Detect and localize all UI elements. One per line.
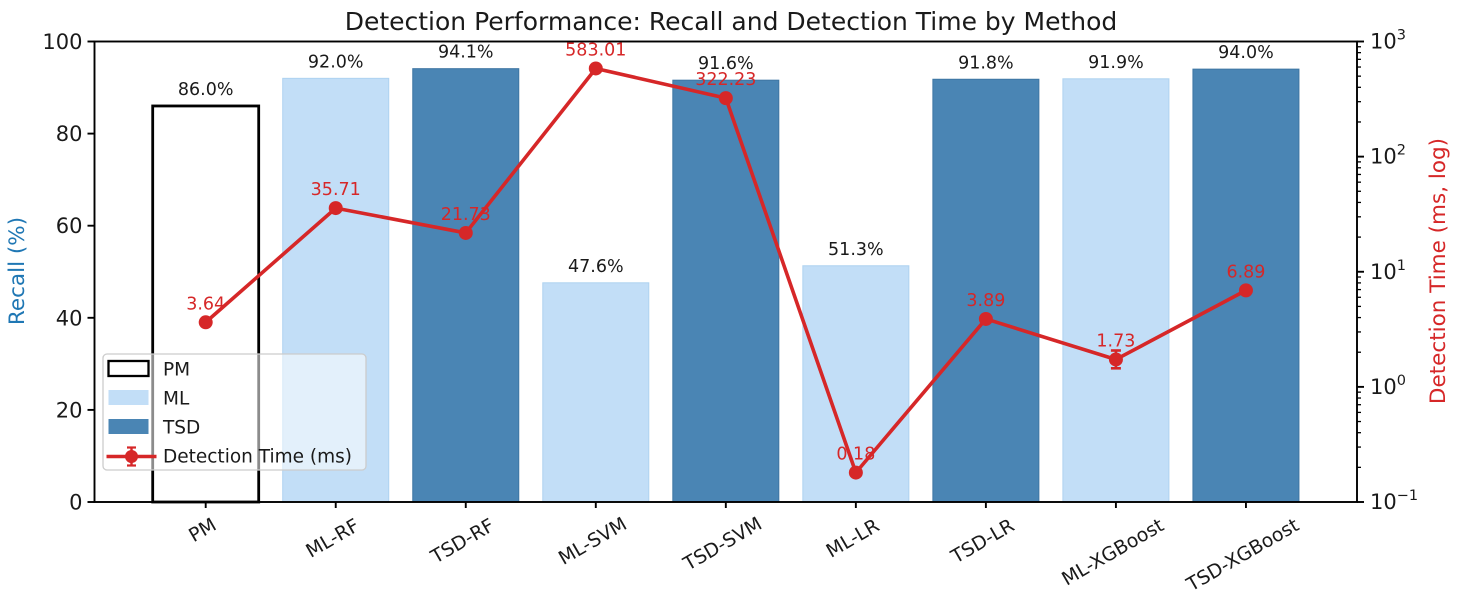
legend-item-label: PM (163, 360, 190, 381)
bar-ml-xgboost (1062, 78, 1170, 503)
time-value-label: 322.23 (695, 70, 756, 90)
x-axis-label-tsd-rf: TSD-RF (426, 514, 498, 568)
data-point-marker (328, 201, 343, 216)
data-point-marker (718, 91, 733, 106)
legend-item-label: Detection Time (ms) (163, 447, 352, 468)
x-axis-label-tsd-xgboost: TSD-XGBoost (1182, 514, 1303, 596)
time-value-label: 3.89 (966, 291, 1005, 311)
right-axis-label: Detection Time (ms, log) (1426, 138, 1451, 404)
left-axis-tick-label: 60 (56, 214, 83, 238)
time-value-label: 35.71 (311, 180, 361, 200)
bar-tsd-lr (932, 78, 1040, 503)
left-axis-tick-label: 0 (69, 491, 82, 515)
left-axis-label: Recall (%) (5, 217, 30, 325)
legend-item-label: ML (163, 389, 190, 410)
data-point-marker (848, 465, 863, 480)
x-axis-label-tsd-lr: TSD-LR (947, 515, 1019, 569)
x-axis-label-ml-svm: ML-SVM (555, 513, 631, 570)
legend-item-label: TSD (162, 418, 200, 439)
bar-value-label: 91.8% (958, 53, 1014, 73)
data-point-marker (1238, 283, 1253, 298)
right-axis-tick-label: 102 (1370, 143, 1406, 169)
bar-value-label: 47.6% (568, 257, 624, 277)
bar-tsd-svm (672, 79, 780, 503)
legend-swatch-pm (107, 359, 150, 378)
left-axis-tick-label: 100 (42, 30, 82, 54)
bar-value-label: 94.0% (1218, 43, 1274, 63)
right-axis-tick-label: 103 (1370, 28, 1406, 54)
data-point-marker (978, 311, 993, 326)
bar-value-label: 92.0% (308, 52, 364, 72)
bar-value-label: 86.0% (178, 80, 234, 100)
right-axis-tick-label: 10−1 (1370, 488, 1418, 514)
legend-swatch-ml (108, 390, 149, 405)
chart-title: Detection Performance: Recall and Detect… (345, 7, 1118, 36)
right-axis-tick-label: 101 (1370, 258, 1406, 284)
value-labels-group: 86.0% 92.0% 94.1% 47.6% 91.6% 51.3% 91.8% 91.9%… (178, 40, 1274, 464)
bar-value-label: 94.1% (438, 43, 494, 63)
data-point-marker (458, 225, 473, 240)
x-axis-label-pm: PM (185, 514, 220, 547)
time-value-label: 6.89 (1226, 262, 1265, 282)
bar-value-label: 91.9% (1088, 53, 1144, 73)
bar-value-label: 91.6% (698, 54, 754, 74)
left-axis-tick-label: 20 (56, 398, 83, 422)
time-value-label: 1.73 (1096, 331, 1135, 351)
detection-time-line-group (198, 61, 1253, 480)
time-value-label: 0.18 (836, 445, 875, 465)
left-axis-tick-label: 80 (56, 122, 83, 146)
time-value-label: 21.73 (441, 205, 491, 225)
time-value-label: 583.01 (565, 40, 626, 60)
bar-ml-svm (542, 282, 650, 503)
x-axis-label-ml-rf: ML-RF (302, 515, 363, 563)
x-axis-label-tsd-svm: TSD-SVM (679, 513, 766, 576)
bar-ml-lr (802, 265, 910, 503)
x-axis-label-ml-lr: ML-LR (823, 515, 884, 563)
x-axis-label-ml-xgboost: ML-XGBoost (1058, 514, 1168, 590)
legend: PM ML TSD Detection Time (ms) (102, 353, 367, 471)
legend-frame (102, 353, 367, 471)
data-point-marker (588, 61, 603, 76)
legend-marker-icon (125, 450, 138, 463)
bar-tsd-rf (412, 68, 520, 503)
data-point-marker (198, 315, 213, 330)
bar-value-label: 51.3% (828, 240, 884, 260)
time-value-label: 3.64 (186, 294, 225, 314)
legend-swatch-tsd (108, 419, 149, 434)
left-axis-tick-label: 40 (56, 306, 83, 330)
data-point-marker (1108, 352, 1123, 367)
right-axis-tick-label: 100 (1370, 373, 1406, 399)
